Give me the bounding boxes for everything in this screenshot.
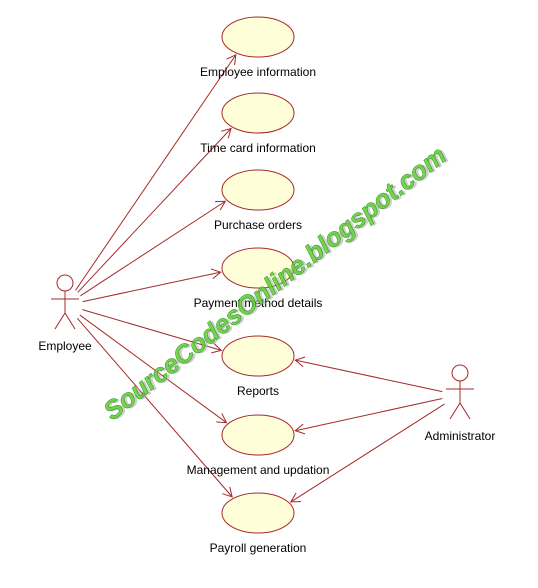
actor-employee bbox=[51, 275, 79, 329]
actor-label-administrator: Administrator bbox=[425, 429, 496, 443]
usecase-label-uc3: Purchase orders bbox=[214, 218, 302, 232]
node-layer: Employee information Time card informatio… bbox=[38, 17, 495, 555]
usecase-uc3 bbox=[222, 170, 294, 210]
usecase-uc4 bbox=[222, 248, 294, 288]
usecase-uc7 bbox=[222, 493, 294, 533]
connector bbox=[80, 201, 225, 296]
actor-label-employee: Employee bbox=[38, 339, 92, 353]
usecase-label-uc5: Reports bbox=[237, 384, 279, 398]
connector bbox=[291, 404, 445, 502]
usecase-label-uc7: Payroll generation bbox=[210, 541, 307, 555]
usecase-uc1 bbox=[222, 17, 294, 57]
actor-administrator bbox=[446, 365, 474, 419]
connector bbox=[82, 310, 221, 351]
connector bbox=[295, 398, 442, 430]
use-case-diagram: Employee information Time card informatio… bbox=[0, 0, 538, 588]
usecase-uc6 bbox=[222, 415, 294, 455]
connector bbox=[295, 360, 442, 391]
usecase-uc5 bbox=[222, 336, 294, 376]
usecase-uc2 bbox=[222, 93, 294, 133]
connector bbox=[76, 55, 236, 291]
usecase-label-uc1: Employee information bbox=[200, 65, 316, 79]
usecase-label-uc4: Payment method details bbox=[194, 296, 323, 310]
usecase-label-uc6: Management and updation bbox=[187, 463, 330, 477]
usecase-label-uc2: Time card information bbox=[200, 141, 316, 155]
